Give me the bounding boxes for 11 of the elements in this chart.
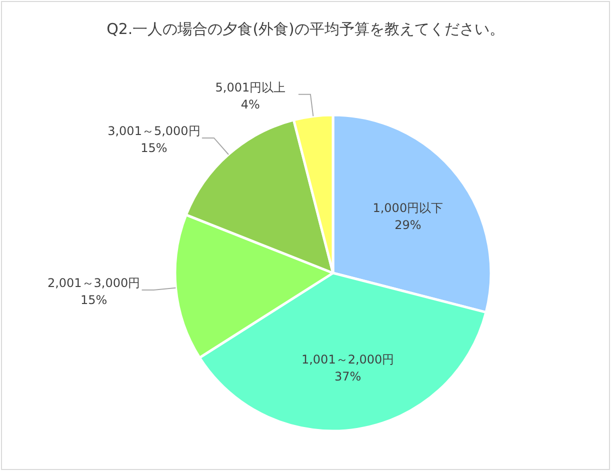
chart-title: Q2.一人の場合の夕食(外食)の平均予算を教えてください。	[106, 20, 504, 38]
data-label: 4%	[240, 97, 260, 112]
slice-label: 2,001～3,000円	[47, 276, 140, 290]
data-label: 37%	[334, 370, 362, 384]
slice-label: 1,000円以下	[372, 200, 444, 215]
data-label: 15%	[80, 292, 108, 307]
data-label: 29%	[394, 218, 422, 232]
slice-label: 1,001～2,000円	[301, 352, 394, 367]
data-label: 15%	[140, 140, 168, 155]
slice-label: 3,001～5,000円	[108, 124, 200, 138]
slice-label: 5,001円以上	[215, 80, 286, 94]
